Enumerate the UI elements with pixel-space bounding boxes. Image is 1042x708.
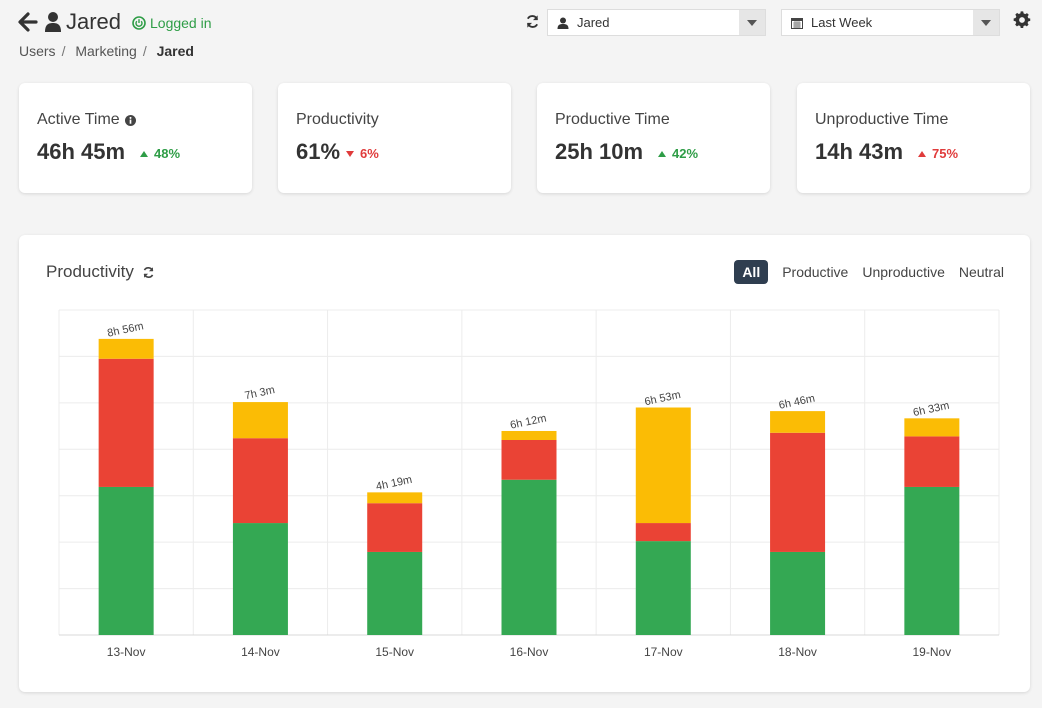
- breadcrumb: Users / Marketing / Jared: [19, 43, 198, 59]
- chart-title-text: Productivity: [46, 262, 134, 281]
- x-tick-label: 16-Nov: [510, 645, 549, 659]
- power-icon: [132, 16, 146, 30]
- bar-segment-unproductive[interactable]: [501, 440, 557, 480]
- x-tick-label: 19-Nov: [913, 645, 952, 659]
- bar-segment-neutral[interactable]: [904, 418, 960, 437]
- card-value: 46h 45m: [37, 139, 126, 164]
- card-delta-value: 42%: [672, 146, 699, 161]
- card-delta-value: 6%: [360, 146, 379, 161]
- bar-segment-productive[interactable]: [501, 479, 557, 635]
- card-delta: 6%: [346, 146, 379, 161]
- card-active-time: Active Time 46h 45m 48%: [19, 83, 252, 193]
- bar-total-label: 6h 46m: [778, 392, 816, 411]
- x-tick-label: 15-Nov: [375, 645, 414, 659]
- stacked-bar-chart: 8h 56m 13-Nov 7h 3m 14-Nov 4h 19m 15-Nov 6h 12…: [58, 309, 1000, 659]
- breadcrumb-separator: /: [142, 43, 147, 59]
- bar-segment-neutral[interactable]: [98, 338, 154, 359]
- card-unproductive-time: Unproductive Time 14h 43m 75%: [797, 83, 1030, 193]
- card-productivity: Productivity 61% 6%: [278, 83, 511, 193]
- bar-total-label: 4h 19m: [375, 474, 413, 493]
- card-label-text: Unproductive Time: [815, 111, 949, 128]
- bar-segment-unproductive[interactable]: [367, 503, 423, 552]
- bar-total-label: 6h 53m: [643, 389, 681, 408]
- breadcrumb-separator: /: [61, 43, 66, 59]
- chevron-down-icon: [747, 19, 757, 26]
- chart-filters: All Productive Unproductive Neutral: [734, 260, 1004, 284]
- triangle-up-icon: [658, 150, 666, 157]
- bar-total-label: 6h 12m: [509, 412, 547, 431]
- user-select[interactable]: Jared: [547, 9, 766, 36]
- breadcrumb-marketing[interactable]: Marketing: [75, 43, 137, 59]
- card-delta: 75%: [918, 146, 958, 161]
- card-label-text: Productive Time: [555, 111, 670, 128]
- card-value: 14h 43m: [815, 139, 904, 164]
- productivity-chart-panel: Productivity All Productive Unproductive…: [19, 235, 1030, 692]
- chart-title: Productivity: [46, 262, 155, 282]
- bar-segment-productive[interactable]: [232, 523, 288, 635]
- bar-segment-unproductive[interactable]: [770, 432, 826, 552]
- bar-segment-unproductive[interactable]: [904, 436, 960, 487]
- card-delta: 42%: [658, 146, 698, 161]
- bar-total-label: 8h 56m: [106, 320, 144, 339]
- card-label: Productive Time: [555, 111, 670, 129]
- breadcrumb-current: Jared: [156, 43, 194, 59]
- user-name: Jared: [66, 9, 122, 34]
- x-tick-label: 17-Nov: [644, 645, 683, 659]
- card-productive-time: Productive Time 25h 10m 42%: [537, 83, 770, 193]
- x-tick-label: 14-Nov: [241, 645, 280, 659]
- bar-segment-productive[interactable]: [98, 486, 154, 635]
- user-select-caret[interactable]: [739, 10, 765, 35]
- card-delta-value: 48%: [154, 146, 181, 161]
- card-label: Active Time: [37, 111, 136, 129]
- card-label-text: Productivity: [296, 111, 379, 128]
- bar-segment-productive[interactable]: [635, 541, 691, 635]
- bar-segment-neutral[interactable]: [635, 407, 691, 524]
- user-icon: [45, 12, 61, 32]
- bar-segment-unproductive[interactable]: [635, 523, 691, 542]
- bar-segment-neutral[interactable]: [501, 430, 557, 440]
- card-label: Unproductive Time: [815, 111, 948, 129]
- bar-segment-productive[interactable]: [367, 551, 423, 635]
- card-label-text: Active Time: [37, 111, 120, 128]
- card-delta-value: 75%: [932, 146, 959, 161]
- card-delta: 48%: [140, 146, 180, 161]
- card-value: 61%: [296, 139, 341, 164]
- triangle-down-icon: [346, 150, 354, 157]
- bar-segment-unproductive[interactable]: [232, 438, 288, 524]
- x-tick-label: 13-Nov: [107, 645, 146, 659]
- date-range-caret[interactable]: [973, 10, 999, 35]
- gear-icon[interactable]: [1013, 11, 1031, 29]
- user-select-value: Jared: [577, 15, 610, 30]
- x-tick-label: 18-Nov: [778, 645, 817, 659]
- login-status-text: Logged in: [150, 15, 212, 31]
- calendar-icon: [791, 17, 803, 29]
- filter-neutral[interactable]: Neutral: [958, 264, 1004, 280]
- refresh-icon[interactable]: [525, 14, 540, 29]
- header: Jared Logged in Users / Marketing / Jared …: [0, 0, 1042, 70]
- triangle-up-icon: [140, 150, 148, 157]
- filter-all[interactable]: All: [734, 260, 769, 284]
- filter-unproductive[interactable]: Unproductive: [862, 264, 945, 280]
- bar-total-label: 7h 3m: [244, 384, 276, 402]
- chevron-down-icon: [981, 19, 991, 26]
- user-icon: [557, 17, 569, 29]
- back-arrow-icon[interactable]: [18, 11, 38, 33]
- login-status: Logged in: [132, 15, 212, 31]
- bar-segment-neutral[interactable]: [367, 492, 423, 504]
- bar-segment-productive[interactable]: [770, 551, 826, 635]
- bar-segment-unproductive[interactable]: [98, 358, 154, 487]
- info-icon[interactable]: [124, 114, 136, 126]
- bar-segment-productive[interactable]: [904, 486, 960, 635]
- breadcrumb-users[interactable]: Users: [19, 43, 56, 59]
- refresh-icon[interactable]: [142, 266, 155, 279]
- filter-productive[interactable]: Productive: [782, 264, 849, 280]
- bar-segment-neutral[interactable]: [232, 402, 288, 439]
- card-label: Productivity: [296, 111, 379, 129]
- card-value: 25h 10m: [555, 139, 644, 164]
- bar-segment-neutral[interactable]: [770, 411, 826, 433]
- date-range-select[interactable]: Last Week: [781, 9, 1000, 36]
- triangle-up-icon: [918, 150, 926, 157]
- date-range-value: Last Week: [811, 15, 873, 30]
